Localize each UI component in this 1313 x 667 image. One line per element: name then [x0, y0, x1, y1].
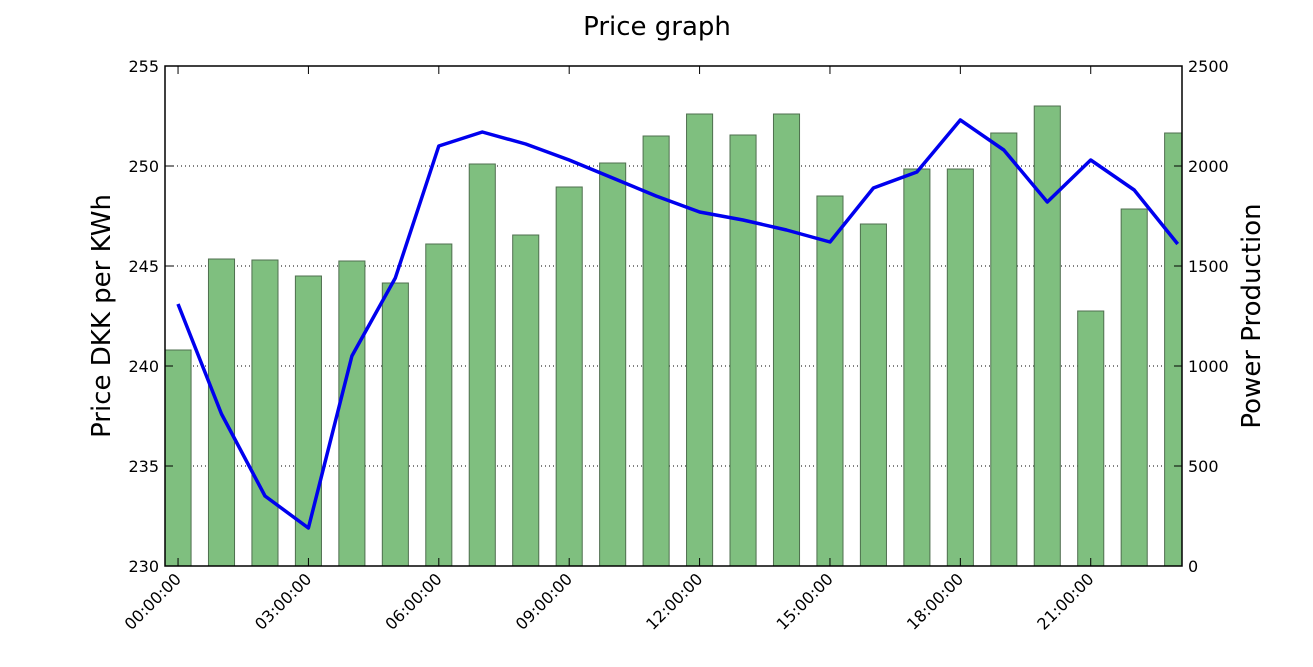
power-bar — [772, 113, 801, 567]
power-bar — [686, 113, 714, 567]
x-tick-label: 00:00:00 — [121, 569, 185, 633]
right-tick-label: 500 — [1188, 457, 1219, 476]
x-tick-label: 15:00:00 — [773, 569, 837, 633]
x-tick-label: 21:00:00 — [1033, 569, 1097, 633]
power-bar — [946, 168, 974, 567]
power-bar — [990, 132, 1018, 567]
left-axis-label: Price DKK per KWh — [87, 194, 117, 438]
right-tick-label: 2000 — [1188, 157, 1229, 176]
power-bar — [338, 260, 366, 567]
power-bar — [1077, 310, 1105, 567]
power-bar — [294, 275, 322, 567]
power-bar — [512, 234, 540, 567]
grid-lines — [165, 165, 1182, 467]
x-tick-label: 06:00:00 — [381, 569, 445, 633]
left-tick-label: 255 — [128, 57, 159, 76]
power-bar — [642, 135, 670, 567]
power-bar — [381, 282, 409, 567]
right-tick-label: 2500 — [1188, 57, 1229, 76]
power-bar — [599, 162, 627, 567]
price-line — [176, 118, 1180, 530]
power-bar — [164, 349, 192, 567]
power-bar — [1164, 132, 1183, 567]
left-tick-label: 245 — [128, 257, 159, 276]
right-tick-label: 1500 — [1188, 257, 1229, 276]
power-bar — [1033, 105, 1061, 567]
x-tick-label: 03:00:00 — [251, 569, 315, 633]
chart-title: Price graph — [583, 12, 731, 42]
left-tick-label: 250 — [128, 157, 159, 176]
power-bar — [729, 134, 757, 567]
left-tick-label: 240 — [128, 357, 159, 376]
x-tick-label: 18:00:00 — [903, 569, 967, 633]
power-bar — [251, 259, 279, 567]
power-bar — [816, 195, 844, 567]
power-bar — [903, 168, 931, 567]
right-axis-label: Power Production — [1237, 203, 1267, 428]
right-tick-label: 1000 — [1188, 357, 1229, 376]
power-bar — [1120, 208, 1148, 567]
axis-ticks: 230 235 240 245 250 255 0 500 1000 1500 2000 2500 00… — [121, 57, 1229, 634]
x-tick-label: 09:00:00 — [512, 569, 576, 633]
x-tick-label: 12:00:00 — [642, 569, 706, 633]
plot-frame — [164, 65, 1183, 567]
power-bar — [859, 223, 887, 567]
power-bar — [555, 186, 583, 567]
power-bar — [468, 163, 496, 567]
right-tick-label: 0 — [1188, 557, 1198, 576]
left-tick-label: 230 — [128, 557, 159, 576]
left-tick-label: 235 — [128, 457, 159, 476]
price-line-layer — [176, 118, 1180, 530]
power-bar — [425, 243, 453, 567]
